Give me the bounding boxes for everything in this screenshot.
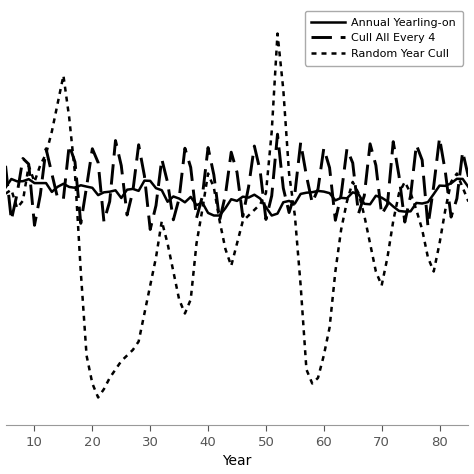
Cull All Every 4 <box>263 217 269 222</box>
Cull All Every 4 <box>3 163 9 169</box>
Random Year Cull <box>413 207 419 213</box>
Annual Yearling-on <box>408 209 413 214</box>
Annual Yearling-on <box>263 204 269 210</box>
Random Year Cull <box>431 269 437 274</box>
Annual Yearling-on <box>384 199 390 204</box>
Random Year Cull <box>263 190 269 196</box>
Cull All Every 4 <box>465 174 471 180</box>
Cull All Every 4 <box>147 227 153 232</box>
Cull All Every 4 <box>303 173 309 179</box>
Random Year Cull <box>95 395 101 401</box>
Line: Random Year Cull: Random Year Cull <box>6 34 468 398</box>
Cull All Every 4 <box>391 139 396 145</box>
Annual Yearling-on <box>298 191 303 197</box>
Line: Cull All Every 4: Cull All Every 4 <box>6 134 468 229</box>
Cull All Every 4 <box>413 142 419 148</box>
Annual Yearling-on <box>425 199 431 205</box>
Random Year Cull <box>303 367 309 373</box>
Cull All Every 4 <box>274 131 280 137</box>
Annual Yearling-on <box>350 190 356 195</box>
Annual Yearling-on <box>3 185 9 191</box>
Random Year Cull <box>3 191 9 196</box>
X-axis label: Year: Year <box>222 455 252 468</box>
Cull All Every 4 <box>431 183 437 189</box>
Line: Annual Yearling-on: Annual Yearling-on <box>6 179 468 216</box>
Annual Yearling-on <box>454 176 460 182</box>
Cull All Every 4 <box>356 211 361 217</box>
Random Year Cull <box>356 190 361 196</box>
Random Year Cull <box>465 199 471 204</box>
Annual Yearling-on <box>465 184 471 190</box>
Legend: Annual Yearling-on, Cull All Every 4, Random Year Cull: Annual Yearling-on, Cull All Every 4, Ra… <box>305 11 463 65</box>
Random Year Cull <box>391 218 396 224</box>
Annual Yearling-on <box>211 213 217 219</box>
Random Year Cull <box>274 31 280 36</box>
